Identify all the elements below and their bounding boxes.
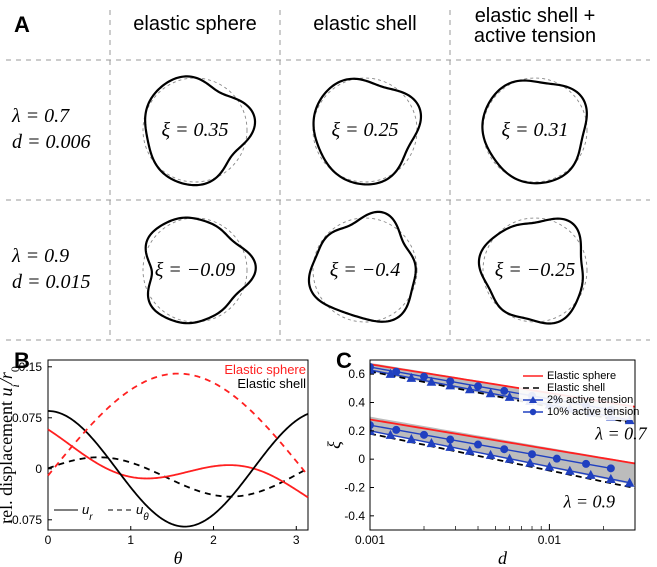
- panel-label-a: A: [14, 12, 30, 37]
- legend-ut: uθ: [136, 502, 149, 523]
- xlabel-c: d: [498, 548, 508, 567]
- row-lambda: λ = 0.7: [11, 105, 70, 127]
- figure-root: Aelastic sphere elastic shell elastic shel…: [0, 0, 657, 567]
- legend-ur: ur: [82, 502, 93, 523]
- xi-label: ξ = −0.25: [495, 259, 576, 281]
- act10-09-marker: [529, 451, 536, 458]
- act10-09-line: [370, 425, 611, 468]
- act10-09-marker: [421, 431, 428, 438]
- act10-09-marker: [607, 465, 614, 472]
- ytick-label-c: 0.2: [348, 424, 365, 438]
- legend-row: 2% active tension: [547, 394, 633, 406]
- xi-label: ξ = −0.4: [330, 259, 401, 281]
- xtick-label: 3: [293, 533, 300, 547]
- ytick-label: 0.15: [19, 360, 43, 374]
- act10-09-marker: [475, 441, 482, 448]
- xi-label: ξ = −0.09: [155, 259, 236, 281]
- figure-svg: Aelastic sphere elastic shell elastic shel…: [0, 0, 657, 567]
- row-d: d = 0.015: [12, 271, 91, 293]
- act10-09-marker: [501, 446, 508, 453]
- act10-07-marker: [393, 368, 400, 375]
- act10-09-marker: [393, 426, 400, 433]
- row-lambda: λ = 0.9: [11, 245, 69, 267]
- legend-row: Elastic sphere: [547, 370, 616, 382]
- act10-07-marker: [475, 383, 482, 390]
- act10-09-marker: [583, 460, 590, 467]
- curve-shell-ut: [48, 457, 308, 496]
- act10-09-marker: [553, 455, 560, 462]
- ytick-label-c: -0.4: [344, 509, 365, 523]
- col-header: elastic shell: [313, 13, 416, 35]
- ytick-label: 0: [35, 462, 42, 476]
- xlabel-b: θ: [174, 548, 183, 567]
- xi-label: ξ = 0.31: [501, 119, 568, 141]
- legend-row: Elastic shell: [547, 382, 605, 394]
- row-d: d = 0.006: [12, 131, 91, 153]
- annot-09: λ = 0.9: [563, 491, 615, 511]
- xtick-label: 0: [45, 533, 52, 547]
- annot-07: λ = 0.7: [594, 423, 647, 443]
- ytick-label: 0.075: [12, 411, 42, 425]
- col-header: elastic sphere: [133, 13, 256, 35]
- xtick-label: 1: [127, 533, 134, 547]
- legend-b: Elastic sphereElastic shell ur uθ: [54, 362, 306, 523]
- col-header: active tension: [474, 25, 596, 47]
- legend-sphere: Elastic sphere: [224, 362, 306, 377]
- legend-row: 10% active tension: [547, 406, 639, 418]
- xtick-label-c: 0.01: [538, 533, 562, 547]
- ylabel-b: rel. displacement ui/r0: [0, 366, 22, 524]
- act10-07-marker: [421, 373, 428, 380]
- act10-09-marker: [447, 436, 454, 443]
- col-header: elastic shell +: [475, 5, 596, 27]
- xtick-label-c: 0.001: [355, 533, 385, 547]
- ytick-label-c: 0.6: [348, 367, 365, 381]
- ytick-label-c: 0: [358, 452, 365, 466]
- xtick-label: 2: [210, 533, 217, 547]
- ylabel-c: ξ: [324, 441, 344, 449]
- xi-label: ξ = 0.35: [161, 119, 228, 141]
- act10-07-marker: [501, 387, 508, 394]
- legend-c: Elastic sphereElastic shell2% active ten…: [519, 366, 639, 420]
- ytick-label-c: 0.4: [348, 396, 365, 410]
- xi-label: ξ = 0.25: [331, 119, 398, 141]
- ytick-label-c: -0.2: [344, 481, 365, 495]
- act10-07-marker: [447, 378, 454, 385]
- legend-shell: Elastic shell: [237, 376, 306, 391]
